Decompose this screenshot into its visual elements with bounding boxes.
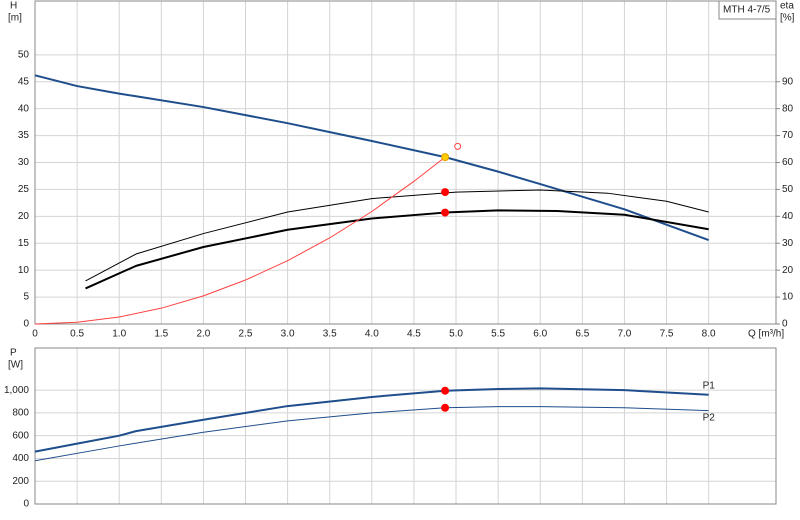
series-line — [34, 406, 709, 462]
x-tick-label: 6.5 — [575, 329, 589, 340]
y-tick-label: 0 — [23, 319, 29, 330]
y-axis-unit: [m] — [8, 13, 22, 24]
y2-tick-label: 20 — [782, 265, 794, 276]
y-tick-label: 200 — [12, 476, 29, 487]
y2-tick-label: 40 — [782, 211, 794, 222]
y2-tick-label: 50 — [782, 184, 794, 195]
y2-tick-label: 70 — [782, 130, 794, 141]
x-tick-label: 7.0 — [617, 329, 631, 340]
y2-tick-label: 60 — [782, 157, 794, 168]
plot-frame — [34, 347, 777, 505]
title-box — [718, 0, 777, 20]
series-line — [85, 189, 709, 282]
x-tick-label: 8.0 — [702, 329, 716, 340]
y2-tick-label: 90 — [782, 76, 794, 87]
y-tick-label: 35 — [18, 130, 30, 141]
y-tick-label: 0 — [23, 499, 29, 510]
x-tick-label: 4.0 — [365, 329, 379, 340]
marker — [441, 153, 450, 162]
x-tick-label: 1.5 — [154, 329, 168, 340]
plot-frame — [34, 0, 777, 325]
series-label: P2 — [703, 412, 716, 423]
marker — [454, 142, 462, 150]
y-axis-unit: [W] — [8, 360, 23, 371]
y-tick-label: 45 — [18, 76, 30, 87]
y2-tick-label: 10 — [782, 292, 794, 303]
series-line — [34, 156, 446, 325]
y2-axis-unit: [%] — [780, 13, 795, 24]
x-tick-label: 2.0 — [196, 329, 210, 340]
y-tick-label: 25 — [18, 184, 30, 195]
y-tick-label: 15 — [18, 238, 30, 249]
y-tick-label: 40 — [18, 103, 30, 114]
series-line — [34, 387, 709, 453]
x-tick-label: 6.0 — [533, 329, 547, 340]
y-tick-label: 5 — [23, 292, 29, 303]
marker — [441, 208, 450, 217]
y-tick-label: 800 — [12, 408, 29, 419]
y-tick-label: 20 — [18, 211, 30, 222]
x-tick-label: 0 — [32, 329, 38, 340]
y-axis-label: H — [10, 1, 17, 12]
y-tick-label: 30 — [18, 157, 30, 168]
x-tick-label: 1.0 — [112, 329, 126, 340]
y-tick-label: 1,000 — [4, 385, 29, 396]
x-tick-label: 0.5 — [70, 329, 84, 340]
y-tick-label: 400 — [12, 453, 29, 464]
x-tick-label: 2.5 — [239, 329, 253, 340]
marker — [441, 386, 450, 395]
y2-tick-label: 30 — [782, 238, 794, 249]
y2-tick-label: 0 — [782, 319, 788, 330]
x-axis-label: Q [m³/h] — [748, 329, 784, 340]
x-tick-label: 5.5 — [491, 329, 505, 340]
x-tick-label: 5.0 — [449, 329, 463, 340]
chart-title: MTH 4-7/5 — [723, 5, 771, 16]
marker — [441, 403, 450, 412]
x-tick-label: 3.5 — [323, 329, 337, 340]
marker — [441, 188, 450, 197]
series-line — [85, 209, 709, 290]
x-tick-label: 7.5 — [660, 329, 674, 340]
series-line — [34, 74, 709, 241]
x-tick-label: 4.5 — [407, 329, 421, 340]
y-tick-label: 10 — [18, 265, 30, 276]
y-tick-label: 50 — [18, 49, 30, 60]
y2-tick-label: 80 — [782, 103, 794, 114]
series-label: P1 — [703, 380, 716, 391]
y2-axis-label: eta — [780, 1, 794, 12]
x-tick-label: 3.0 — [281, 329, 295, 340]
y-tick-label: 600 — [12, 430, 29, 441]
y-axis-label: P — [10, 348, 17, 359]
